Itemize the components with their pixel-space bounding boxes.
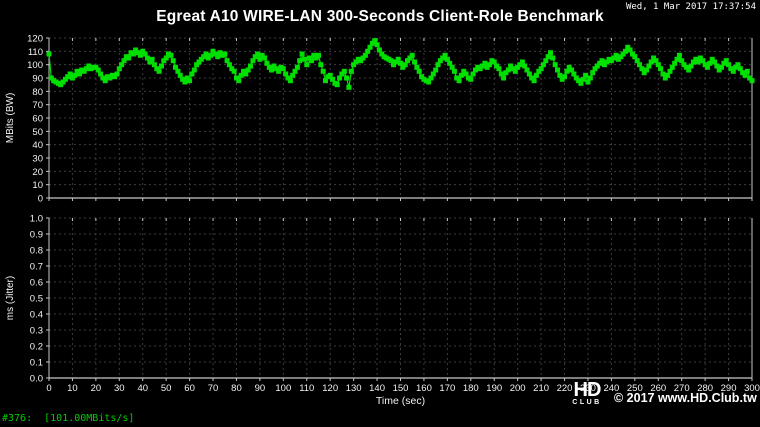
svg-text:120: 120	[322, 383, 338, 394]
svg-text:100: 100	[275, 383, 291, 394]
svg-text:240: 240	[603, 383, 619, 394]
svg-text:80: 80	[231, 383, 242, 394]
svg-text:0.4: 0.4	[30, 310, 43, 321]
hdclub-logo-club-text: CLUB	[572, 399, 602, 406]
svg-text:60: 60	[32, 114, 43, 125]
svg-text:140: 140	[369, 383, 385, 394]
svg-text:60: 60	[184, 383, 195, 394]
svg-text:180: 180	[463, 383, 479, 394]
svg-text:0.8: 0.8	[30, 246, 43, 257]
svg-text:210: 210	[533, 383, 549, 394]
jitter-panel-x-tick-labels: 0 10 20 30 40 50 60 70 80 90 100 110 120 130 140 150 160…	[46, 383, 760, 394]
svg-text:290: 290	[721, 383, 737, 394]
svg-text:190: 190	[486, 383, 502, 394]
svg-text:100: 100	[27, 60, 43, 71]
svg-text:0.3: 0.3	[30, 326, 43, 337]
page-title: Egreat A10 WIRE-LAN 300-Seconds Client-R…	[156, 8, 604, 25]
svg-text:120: 120	[27, 34, 43, 45]
jitter-panel-grid	[49, 217, 752, 378]
svg-text:20: 20	[91, 383, 102, 394]
svg-text:0.6: 0.6	[30, 278, 43, 289]
clock-timestamp: Wed, 1 Mar 2017 17:37:54	[625, 2, 756, 12]
svg-text:40: 40	[137, 383, 148, 394]
svg-text:30: 30	[32, 154, 43, 165]
svg-text:0.9: 0.9	[30, 230, 43, 241]
svg-text:230: 230	[580, 383, 596, 394]
svg-text:0.0: 0.0	[30, 374, 43, 385]
svg-text:260: 260	[650, 383, 666, 394]
bandwidth-panel-series-bandwidth	[46, 38, 755, 90]
svg-text:250: 250	[627, 383, 643, 394]
svg-text:280: 280	[697, 383, 713, 394]
jitter-panel-y-axis-title: ms (Jitter)	[5, 276, 16, 320]
svg-text:20: 20	[32, 167, 43, 178]
svg-text:50: 50	[161, 383, 172, 394]
svg-text:0: 0	[46, 383, 51, 394]
status-readout: #376: [101.00MBits/s]	[2, 413, 135, 424]
svg-text:90: 90	[255, 383, 266, 394]
copyright-text: © 2017 www.HD.Club.tw	[614, 391, 757, 405]
svg-text:70: 70	[208, 383, 219, 394]
svg-text:170: 170	[439, 383, 455, 394]
svg-text:0.1: 0.1	[30, 358, 43, 369]
svg-text:50: 50	[32, 127, 43, 138]
svg-text:70: 70	[32, 100, 43, 111]
svg-text:270: 270	[674, 383, 690, 394]
svg-text:160: 160	[416, 383, 432, 394]
svg-text:110: 110	[28, 47, 43, 58]
svg-text:10: 10	[32, 180, 43, 191]
bandwidth-panel-y-tick-labels: 0 10 20 30 40 50 60 70 80 90 100 110 120	[27, 34, 43, 205]
svg-text:200: 200	[510, 383, 526, 394]
svg-text:30: 30	[114, 383, 125, 394]
svg-text:150: 150	[393, 383, 409, 394]
jitter-panel-ticks	[46, 217, 753, 381]
jitter-panel-x-axis-title: Time (sec)	[376, 395, 425, 407]
svg-text:300: 300	[744, 383, 760, 394]
bandwidth-panel-y-axis-title: MBits (BW)	[5, 93, 16, 144]
svg-text:1.0: 1.0	[30, 214, 43, 225]
hdclub-logo: HD CLUB	[562, 379, 612, 407]
svg-text:40: 40	[32, 140, 43, 151]
svg-text:0: 0	[38, 194, 43, 205]
svg-text:80: 80	[32, 87, 43, 98]
jitter-panel-y-tick-labels: 0.0 0.1 0.2 0.3 0.4 0.5 0.6 0.7 0.8 0.9 1.0	[30, 214, 43, 385]
svg-text:0.5: 0.5	[30, 294, 43, 305]
svg-text:0.2: 0.2	[30, 342, 43, 353]
svg-text:90: 90	[32, 74, 43, 85]
svg-text:110: 110	[299, 383, 314, 394]
jitter-panel: 0.0 0.1 0.2 0.3 0.4 0.5 0.6 0.7 0.8 0.9 1.0 0 10 20 30…	[5, 214, 760, 408]
bandwidth-panel: 0 10 20 30 40 50 60 70 80 90 100 110 120 MBits (BW)	[5, 34, 755, 205]
svg-text:0.7: 0.7	[30, 262, 43, 273]
bandwidth-panel-ticks	[46, 37, 753, 201]
svg-text:220: 220	[557, 383, 573, 394]
hdclub-logo-hd-text: HD	[573, 379, 602, 401]
svg-text:130: 130	[346, 383, 362, 394]
svg-text:10: 10	[67, 383, 78, 394]
